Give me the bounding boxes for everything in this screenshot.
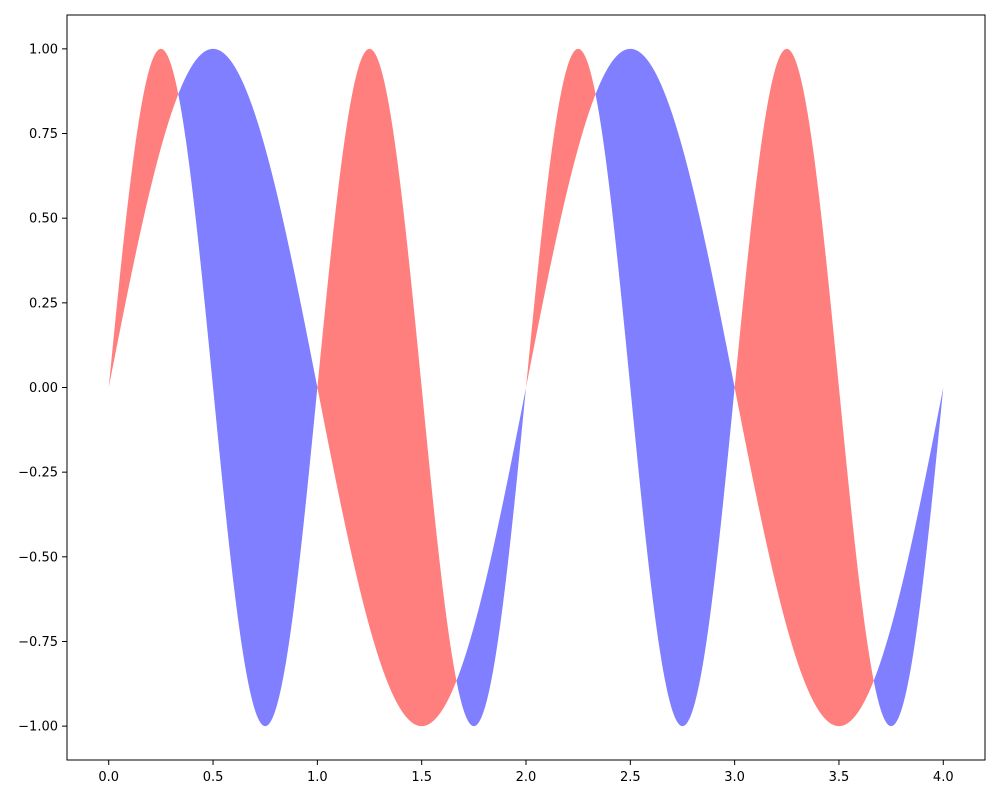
x-tick-label: 4.0 <box>933 770 954 785</box>
x-tick-label: 1.0 <box>307 770 328 785</box>
red-fill-region-6 <box>734 48 874 727</box>
x-tick-label: 1.5 <box>411 770 432 785</box>
y-tick-label: 0.50 <box>29 212 58 227</box>
x-tick-label: 0.5 <box>203 770 224 785</box>
x-tick-label: 2.0 <box>516 770 537 785</box>
fill-regions <box>108 48 944 727</box>
y-tick-label: 0.00 <box>29 381 58 396</box>
y-tick-label: −0.25 <box>18 466 58 481</box>
x-axis-ticks: 0.0 0.5 1.0 1.5 2.0 2.5 3.0 3.5 4.0 <box>98 760 954 785</box>
y-tick-label: −1.00 <box>18 720 58 735</box>
blue-fill-region-1 <box>178 48 318 727</box>
x-tick-label: 2.5 <box>620 770 641 785</box>
x-tick-label: 3.5 <box>829 770 850 785</box>
blue-fill-region-7 <box>873 387 944 727</box>
y-tick-label: 0.25 <box>29 296 58 311</box>
x-tick-label: 0.0 <box>98 770 119 785</box>
red-fill-region-0 <box>108 48 179 388</box>
x-tick-label: 3.0 <box>724 770 745 785</box>
red-fill-region-4 <box>526 48 596 388</box>
y-axis-ticks: 1.00 0.75 0.50 0.25 0.00 −0.25 −0.50 −0.75 −1.00 <box>18 42 67 735</box>
blue-fill-region-3 <box>456 387 526 727</box>
y-tick-label: −0.50 <box>18 550 58 565</box>
blue-fill-region-5 <box>595 48 735 727</box>
y-tick-label: 0.75 <box>29 127 58 142</box>
red-fill-region-2 <box>317 48 457 727</box>
y-tick-label: 1.00 <box>29 42 58 57</box>
y-tick-label: −0.75 <box>18 635 58 650</box>
